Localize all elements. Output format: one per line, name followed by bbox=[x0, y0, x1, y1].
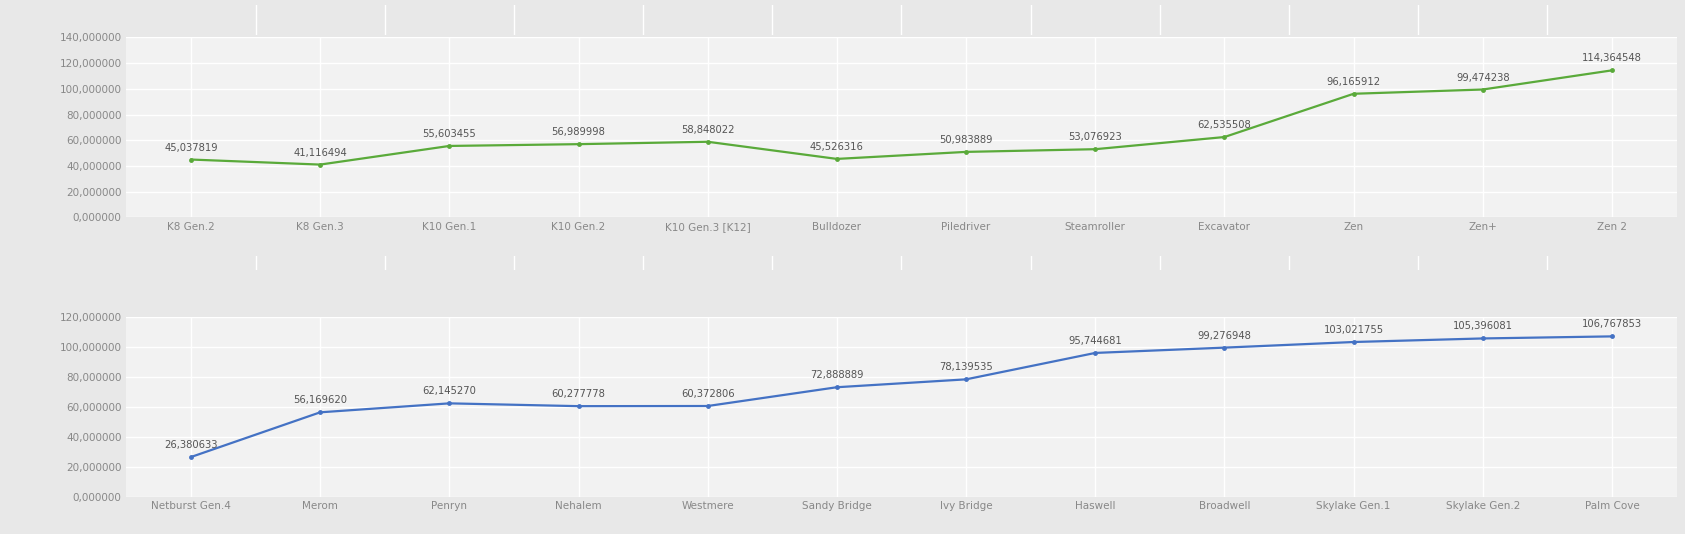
Text: 72,888889: 72,888889 bbox=[810, 370, 864, 380]
Text: 78,139535: 78,139535 bbox=[939, 363, 992, 372]
Text: 62,145270: 62,145270 bbox=[423, 387, 477, 396]
Text: 95,744681: 95,744681 bbox=[1068, 336, 1122, 346]
Text: 45,037819: 45,037819 bbox=[163, 143, 217, 153]
Text: 55,603455: 55,603455 bbox=[423, 129, 477, 139]
Text: 58,848022: 58,848022 bbox=[681, 125, 735, 135]
Text: 62,535508: 62,535508 bbox=[1198, 120, 1252, 130]
Text: 60,372806: 60,372806 bbox=[681, 389, 735, 399]
Text: 50,983889: 50,983889 bbox=[939, 135, 992, 145]
Text: 56,169620: 56,169620 bbox=[293, 395, 347, 405]
Text: 53,076923: 53,076923 bbox=[1068, 132, 1122, 142]
Text: 56,989998: 56,989998 bbox=[551, 127, 605, 137]
Text: 99,276948: 99,276948 bbox=[1198, 331, 1252, 341]
Text: 60,277778: 60,277778 bbox=[551, 389, 605, 399]
Text: 103,021755: 103,021755 bbox=[1323, 325, 1383, 335]
Text: 114,364548: 114,364548 bbox=[1582, 53, 1641, 64]
Text: 96,165912: 96,165912 bbox=[1326, 77, 1380, 87]
Text: 41,116494: 41,116494 bbox=[293, 147, 347, 158]
Text: 26,380633: 26,380633 bbox=[163, 440, 217, 450]
Text: 45,526316: 45,526316 bbox=[810, 142, 864, 152]
Text: 99,474238: 99,474238 bbox=[1456, 73, 1510, 83]
Text: 105,396081: 105,396081 bbox=[1452, 321, 1513, 332]
Text: 106,767853: 106,767853 bbox=[1582, 319, 1643, 329]
